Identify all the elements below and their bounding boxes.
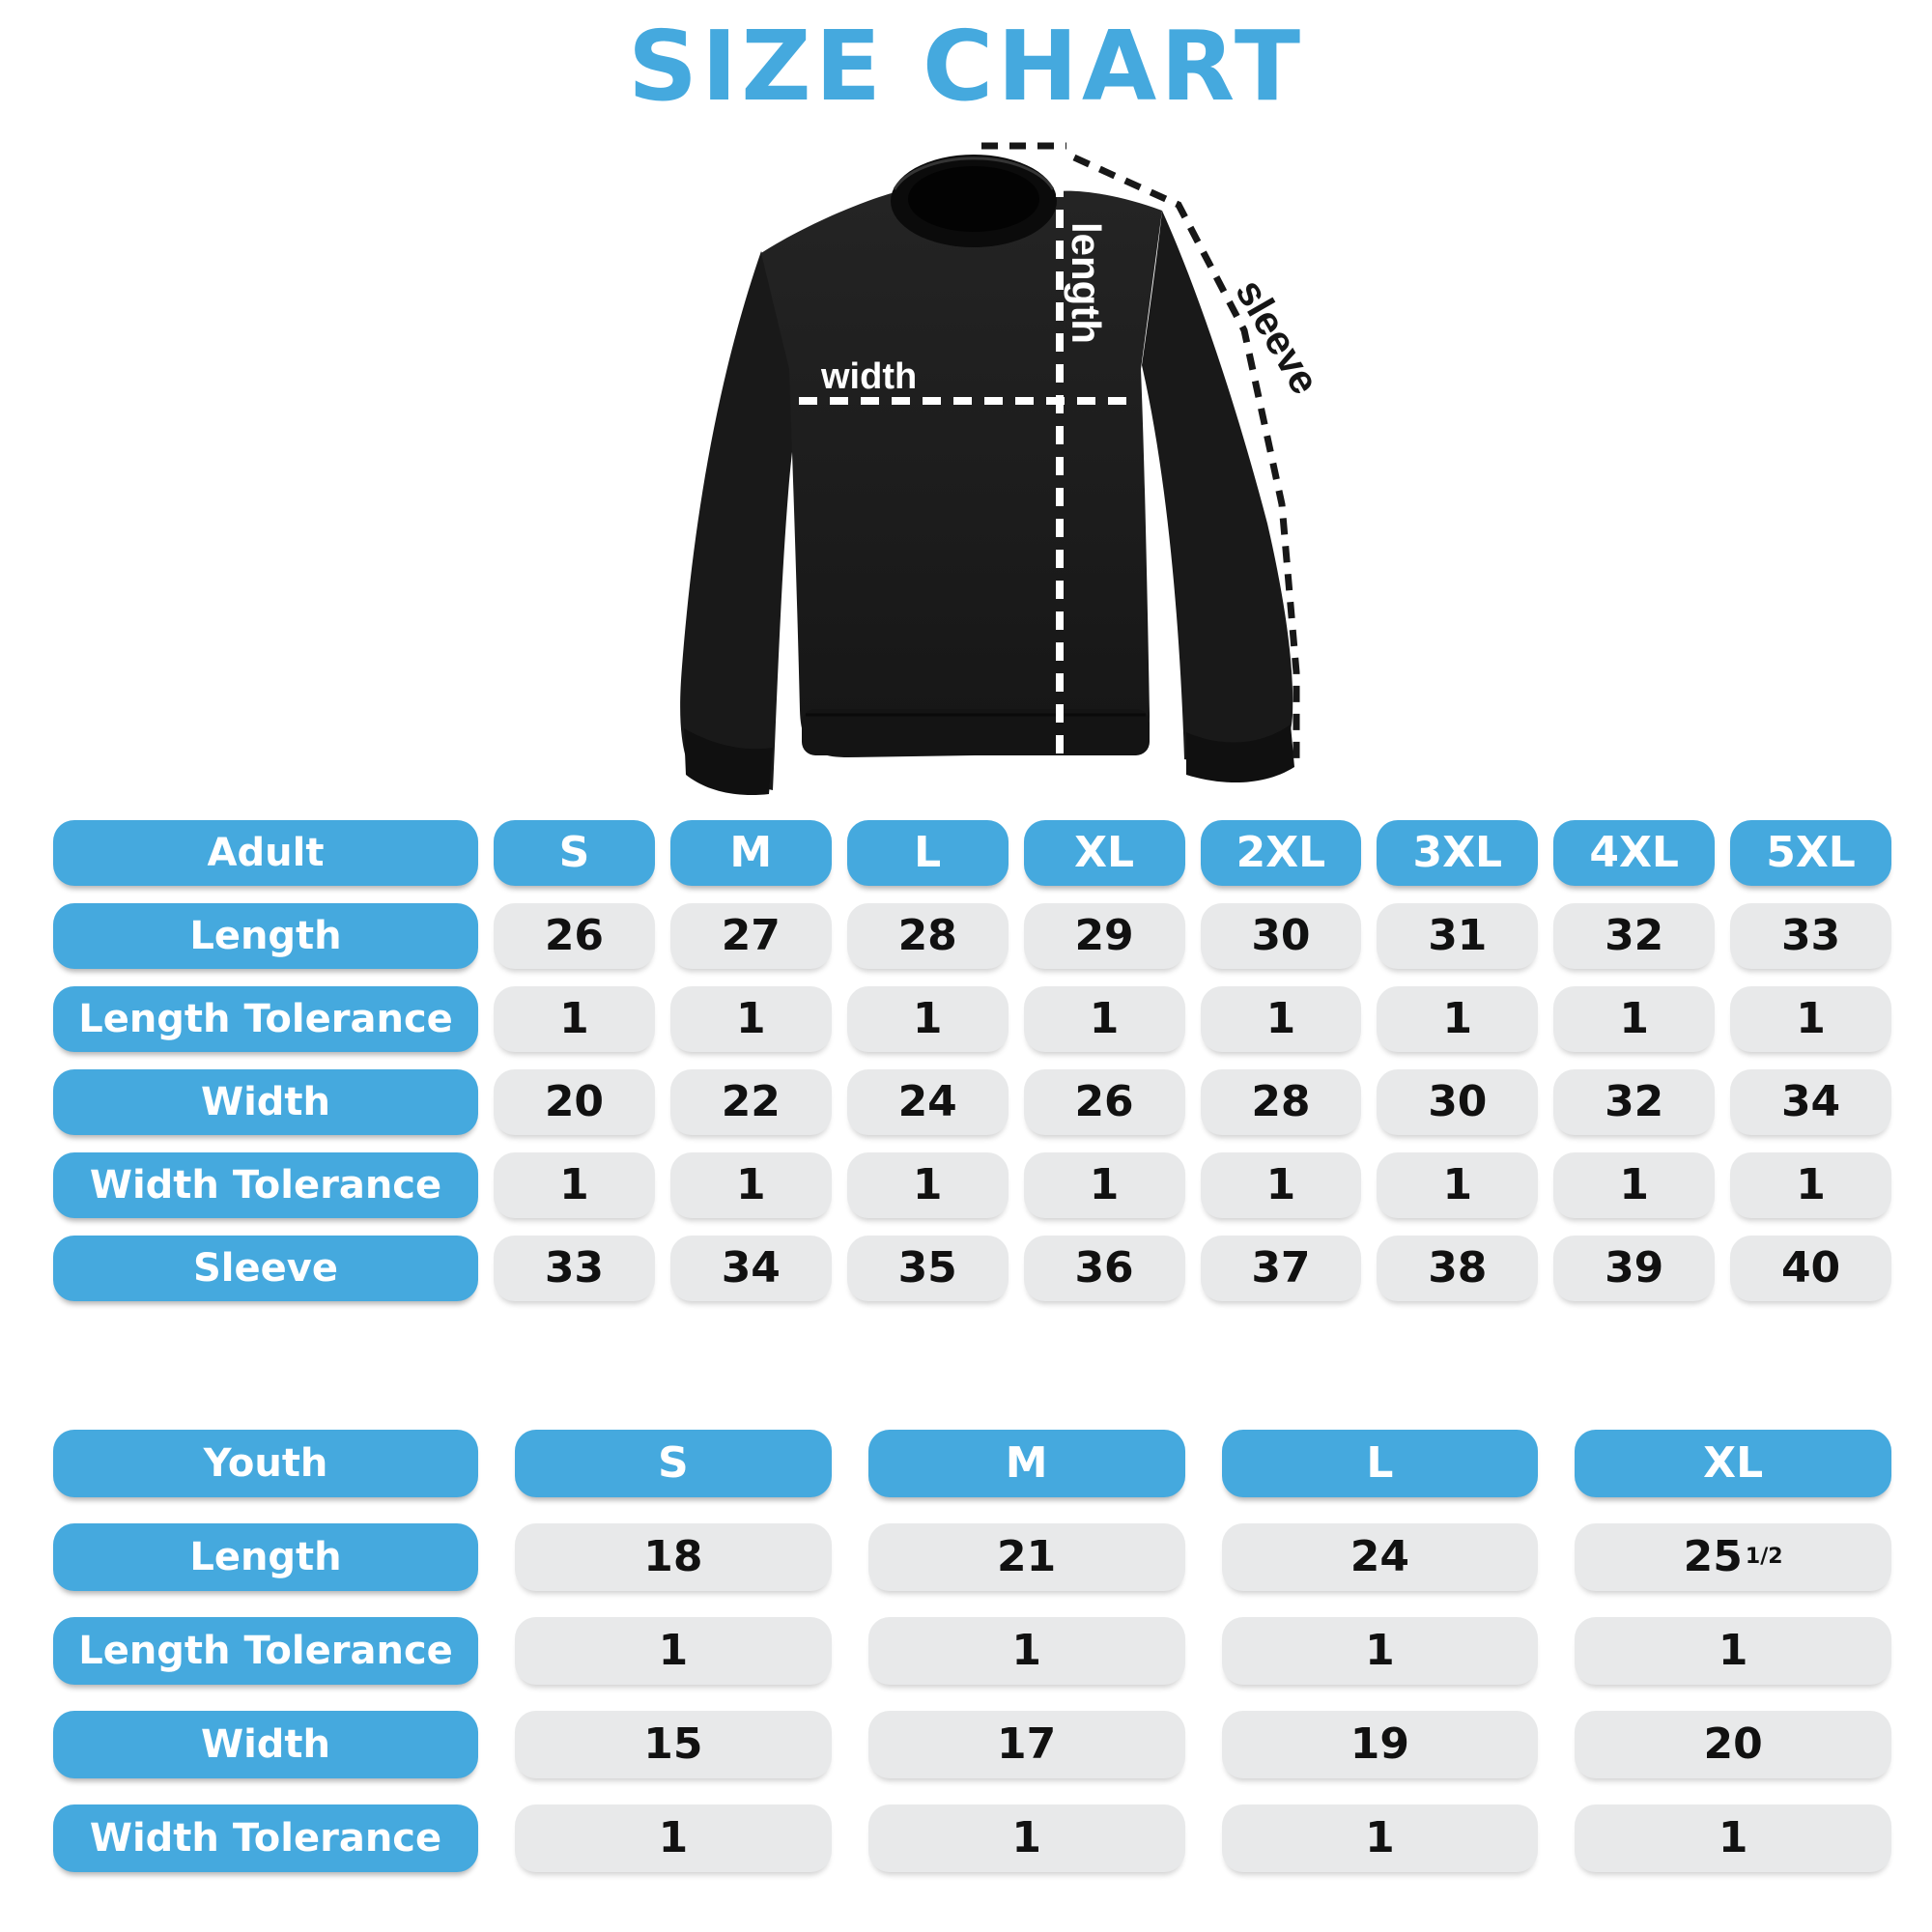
width-measure-label: width <box>820 356 917 397</box>
value-cell: 27 <box>669 903 832 969</box>
value-cell: 32 <box>1553 903 1716 969</box>
sweatshirt-right-sleeve <box>1142 211 1293 771</box>
value-cell: 34 <box>1730 1069 1891 1135</box>
row-label-pill: Width Tolerance <box>53 1804 478 1872</box>
value-cell: 1 <box>1377 1152 1539 1218</box>
value-cell: 37 <box>1200 1236 1362 1301</box>
value-cell: 1 <box>1730 1152 1891 1218</box>
size-header-pill: 2XL <box>1200 820 1362 886</box>
size-header-pill: 5XL <box>1730 820 1891 886</box>
value-cell: 29 <box>1023 903 1185 969</box>
value-cell: 1 <box>1221 1617 1539 1685</box>
value-cell: 1 <box>846 1152 1009 1218</box>
size-header-pill: S <box>515 1430 832 1497</box>
value-cell: 34 <box>669 1236 832 1301</box>
value-cell: 17 <box>867 1711 1185 1778</box>
value-cell: 33 <box>1730 903 1891 969</box>
value-cell: 28 <box>846 903 1009 969</box>
value-cell: 1 <box>1200 986 1362 1052</box>
value-cell: 19 <box>1221 1711 1539 1778</box>
size-header-pill: 4XL <box>1553 820 1716 886</box>
value-cell: 1 <box>846 986 1009 1052</box>
value-cell: 26 <box>1023 1069 1185 1135</box>
page-title: SIZE CHART <box>627 10 1305 123</box>
value-cell: 24 <box>1221 1523 1539 1591</box>
size-header-pill: L <box>1221 1430 1539 1497</box>
sweatshirt-image: width length sleeve <box>680 142 1328 796</box>
value-cell: 33 <box>494 1236 655 1301</box>
value-cell: 1 <box>1575 1617 1891 1685</box>
row-label-pill: Sleeve <box>53 1236 478 1301</box>
value-cell: 1 <box>515 1617 832 1685</box>
value-cell: 1 <box>669 986 832 1052</box>
row-label-pill: Adult <box>53 820 478 886</box>
row-label-pill: Length Tolerance <box>53 1617 478 1685</box>
size-header-pill: L <box>846 820 1009 886</box>
value-cell: 18 <box>515 1523 832 1591</box>
value-cell: 28 <box>1200 1069 1362 1135</box>
row-label-pill: Length <box>53 903 478 969</box>
row-label-pill: Length <box>53 1523 478 1591</box>
adult-size-table: Adult S M L XL 2XL 3XL 4XL 5XL Length 26 27 28 29 30 31… <box>53 820 1891 1301</box>
size-header-pill: S <box>494 820 655 886</box>
value-cell: 35 <box>846 1236 1009 1301</box>
value-cell: 1 <box>1200 1152 1362 1218</box>
value-cell: 1 <box>1575 1804 1891 1872</box>
size-header-pill: XL <box>1023 820 1185 886</box>
value-cell: 1 <box>867 1617 1185 1685</box>
value-cell: 38 <box>1377 1236 1539 1301</box>
value-cell: 26 <box>494 903 655 969</box>
size-header-pill: M <box>867 1430 1185 1497</box>
sleeve-measure-line <box>981 142 1300 767</box>
value-cell: 30 <box>1200 903 1362 969</box>
value-cell: 30 <box>1377 1069 1539 1135</box>
sweatshirt-collar-rim <box>893 156 1055 190</box>
value-cell: 1 <box>1221 1804 1539 1872</box>
size-header-pill: XL <box>1575 1430 1891 1497</box>
value-cell: 1 <box>867 1804 1185 1872</box>
sweatshirt-right-cuff <box>1186 724 1294 783</box>
value-cell: 25 1/2 <box>1575 1523 1891 1591</box>
value-cell: 15 <box>515 1711 832 1778</box>
value-cell: 1 <box>515 1804 832 1872</box>
value-cell: 1 <box>1377 986 1539 1052</box>
value-cell: 22 <box>669 1069 832 1135</box>
value-cell: 1 <box>669 1152 832 1218</box>
value-cell: 36 <box>1023 1236 1185 1301</box>
value-cell: 39 <box>1553 1236 1716 1301</box>
value-cell: 31 <box>1377 903 1539 969</box>
size-header-pill: 3XL <box>1377 820 1539 886</box>
value-cell: 20 <box>494 1069 655 1135</box>
row-label-pill: Width <box>53 1711 478 1778</box>
value-cell: 1 <box>494 1152 655 1218</box>
value-cell: 1 <box>1023 1152 1185 1218</box>
sweatshirt-collar-inner <box>908 166 1039 232</box>
sweatshirt-left-cuff <box>684 728 773 796</box>
value-cell: 24 <box>846 1069 1009 1135</box>
youth-size-table: Youth S M L XL Length 18 21 24 25 1/2 Length Tolera… <box>53 1430 1891 1872</box>
value-cell: 1 <box>494 986 655 1052</box>
value-cell: 1 <box>1023 986 1185 1052</box>
row-label-pill: Length Tolerance <box>53 986 478 1052</box>
row-label-pill: Width Tolerance <box>53 1152 478 1218</box>
value-cell: 20 <box>1575 1711 1891 1778</box>
value-cell: 21 <box>867 1523 1185 1591</box>
value-cell: 40 <box>1730 1236 1891 1301</box>
value-cell: 1 <box>1553 1152 1716 1218</box>
row-label-pill: Youth <box>53 1430 478 1497</box>
sweatshirt-left-sleeve <box>680 251 810 790</box>
size-header-pill: M <box>669 820 832 886</box>
row-label-pill: Width <box>53 1069 478 1135</box>
value-cell: 1 <box>1730 986 1891 1052</box>
value-cell: 32 <box>1553 1069 1716 1135</box>
length-measure-label: length <box>1064 222 1109 344</box>
value-cell: 1 <box>1553 986 1716 1052</box>
